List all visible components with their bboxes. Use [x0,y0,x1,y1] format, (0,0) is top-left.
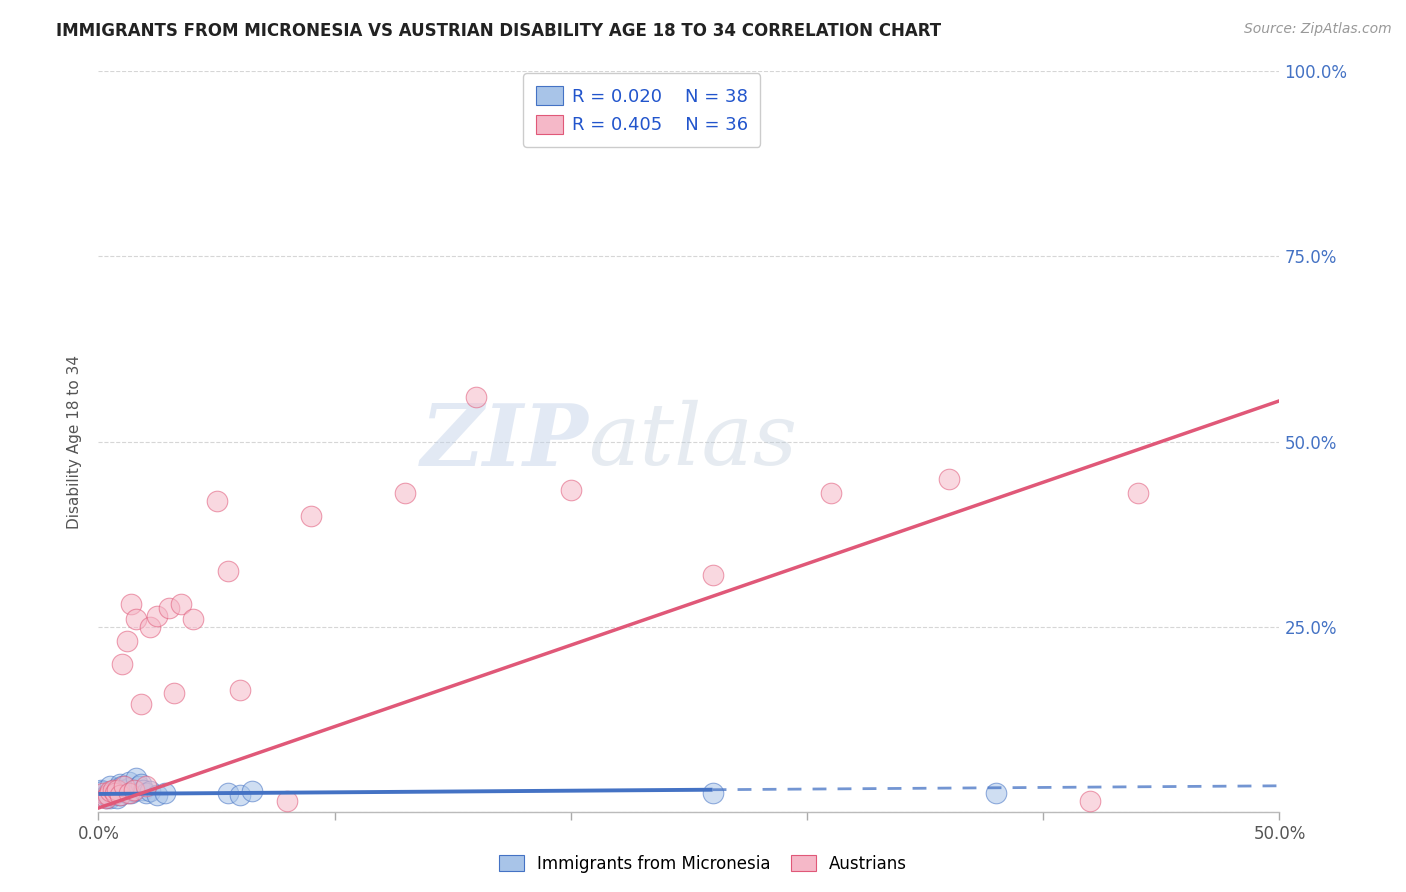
Point [90,782,112,797]
Point [94,791,117,805]
Point [122,782,145,797]
Point [97,789,120,804]
Point [97,786,120,800]
Point [938,471,960,485]
Point [299,508,322,523]
Point [98,784,121,798]
Point [105,791,128,805]
Point [163,686,186,700]
Point [108,789,131,803]
Point [240,784,263,798]
Point [125,772,148,786]
Point [122,784,145,798]
Point [820,486,842,500]
Point [112,779,135,793]
Point [128,779,150,793]
Point [111,779,134,793]
Point [118,786,141,800]
Point [111,657,134,671]
Point [121,786,143,800]
Point [129,776,152,790]
Point [111,784,134,798]
Point [1080,794,1102,808]
Point [139,784,162,798]
Text: Source: ZipAtlas.com: Source: ZipAtlas.com [1244,22,1392,37]
Point [121,598,143,612]
Legend: R = 0.020    N = 38, R = 0.405    N = 36: R = 0.020 N = 38, R = 0.405 N = 36 [523,73,761,147]
Point [94,789,117,803]
Point [1126,486,1149,500]
Point [394,486,416,500]
Point [101,784,124,798]
Point [125,612,148,626]
Point [181,612,204,626]
Point [105,780,128,795]
Point [702,567,724,582]
Legend: Immigrants from Micronesia, Austrians: Immigrants from Micronesia, Austrians [492,848,914,880]
Point [104,786,127,800]
Point [97,789,120,803]
Point [139,619,162,633]
Text: atlas: atlas [589,401,797,483]
Point [135,786,157,800]
Point [276,794,298,808]
Point [984,786,1007,800]
Point [104,782,127,797]
Point [108,789,131,803]
Point [115,634,138,648]
Point [170,598,193,612]
Text: ZIP: ZIP [420,400,589,483]
Point [135,779,157,793]
Point [157,601,180,615]
Point [94,791,117,805]
Point [91,784,114,798]
Point [91,786,114,800]
Point [153,786,176,800]
Point [112,782,135,797]
Point [118,780,141,795]
Point [98,779,121,793]
Point [101,789,124,803]
Point [132,782,155,797]
Point [217,786,239,800]
Point [146,789,169,803]
Point [205,493,228,508]
Point [98,791,121,805]
Point [129,698,152,712]
Point [702,786,724,800]
Point [146,608,169,623]
Point [465,390,488,404]
Point [217,564,239,578]
Point [108,776,131,790]
Y-axis label: Disability Age 18 to 34: Disability Age 18 to 34 [67,354,83,529]
Point [101,782,124,797]
Point [122,782,145,797]
Text: IMMIGRANTS FROM MICRONESIA VS AUSTRIAN DISABILITY AGE 18 TO 34 CORRELATION CHART: IMMIGRANTS FROM MICRONESIA VS AUSTRIAN D… [56,22,942,40]
Point [118,775,141,789]
Point [105,782,128,797]
Point [229,682,252,697]
Point [115,786,138,800]
Point [229,789,252,803]
Point [560,483,582,497]
Point [104,786,127,800]
